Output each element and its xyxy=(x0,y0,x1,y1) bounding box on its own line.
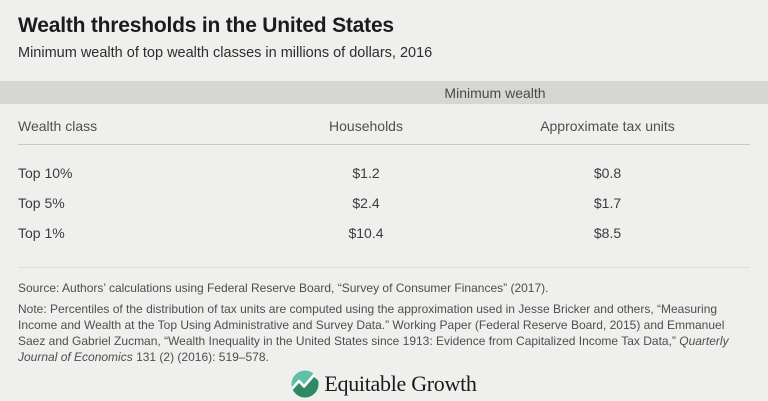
wealth-class-cell: Top 1% xyxy=(18,225,65,241)
note-journal-title: Quarterly Journal of Economics xyxy=(18,334,729,364)
households-cell: $1.2 xyxy=(352,165,380,181)
tax-units-cell: $8.5 xyxy=(593,225,622,241)
column-header-tax-units: Approximate tax units xyxy=(540,118,675,134)
source-text: Source: Authors’ calculations using Fede… xyxy=(18,281,549,295)
column-group-label: Minimum wealth xyxy=(444,84,546,101)
logo-wordmark: Equitable Growth xyxy=(324,371,477,396)
tax-units-cell: $1.7 xyxy=(593,195,622,211)
column-header-households: Households xyxy=(329,118,403,134)
page-subtitle: Minimum wealth of top wealth classes in … xyxy=(18,45,433,61)
line-chart-circle-icon xyxy=(291,370,319,398)
logo: Equitable Growth xyxy=(0,370,768,398)
wealth-class-cell: Top 5% xyxy=(18,195,65,211)
column-header-wealth-class: Wealth class xyxy=(18,118,98,134)
households-cell: $10.4 xyxy=(348,225,384,241)
figure-header: Wealth thresholds in the United States M… xyxy=(0,0,768,61)
tax-units-cell: $0.8 xyxy=(593,165,622,181)
note-prefix: Note: Percentiles of the distribution of… xyxy=(18,302,725,348)
table-row: Top 5% $2.4 $1.7 xyxy=(18,188,750,218)
note-text: Note: Percentiles of the distribution of… xyxy=(18,301,750,365)
households-cell: $2.4 xyxy=(352,195,380,211)
table-row: Top 1% $10.4 $8.5 xyxy=(18,218,750,248)
wealth-table: Wealth class Households Approximate tax … xyxy=(0,118,768,248)
note-suffix: 131 (2) (2016): 519–578. xyxy=(132,350,269,364)
footer-divider xyxy=(18,267,750,268)
table-body: Top 10% $1.2 $0.8 Top 5% $2.4 $1.7 Top 1… xyxy=(18,145,750,248)
table-header-row: Wealth class Households Approximate tax … xyxy=(18,118,750,145)
wealth-class-cell: Top 10% xyxy=(18,165,73,181)
page-title: Wealth thresholds in the United States xyxy=(18,14,394,37)
column-group-band: Minimum wealth xyxy=(0,81,768,104)
table-row: Top 10% $1.2 $0.8 xyxy=(18,158,750,188)
